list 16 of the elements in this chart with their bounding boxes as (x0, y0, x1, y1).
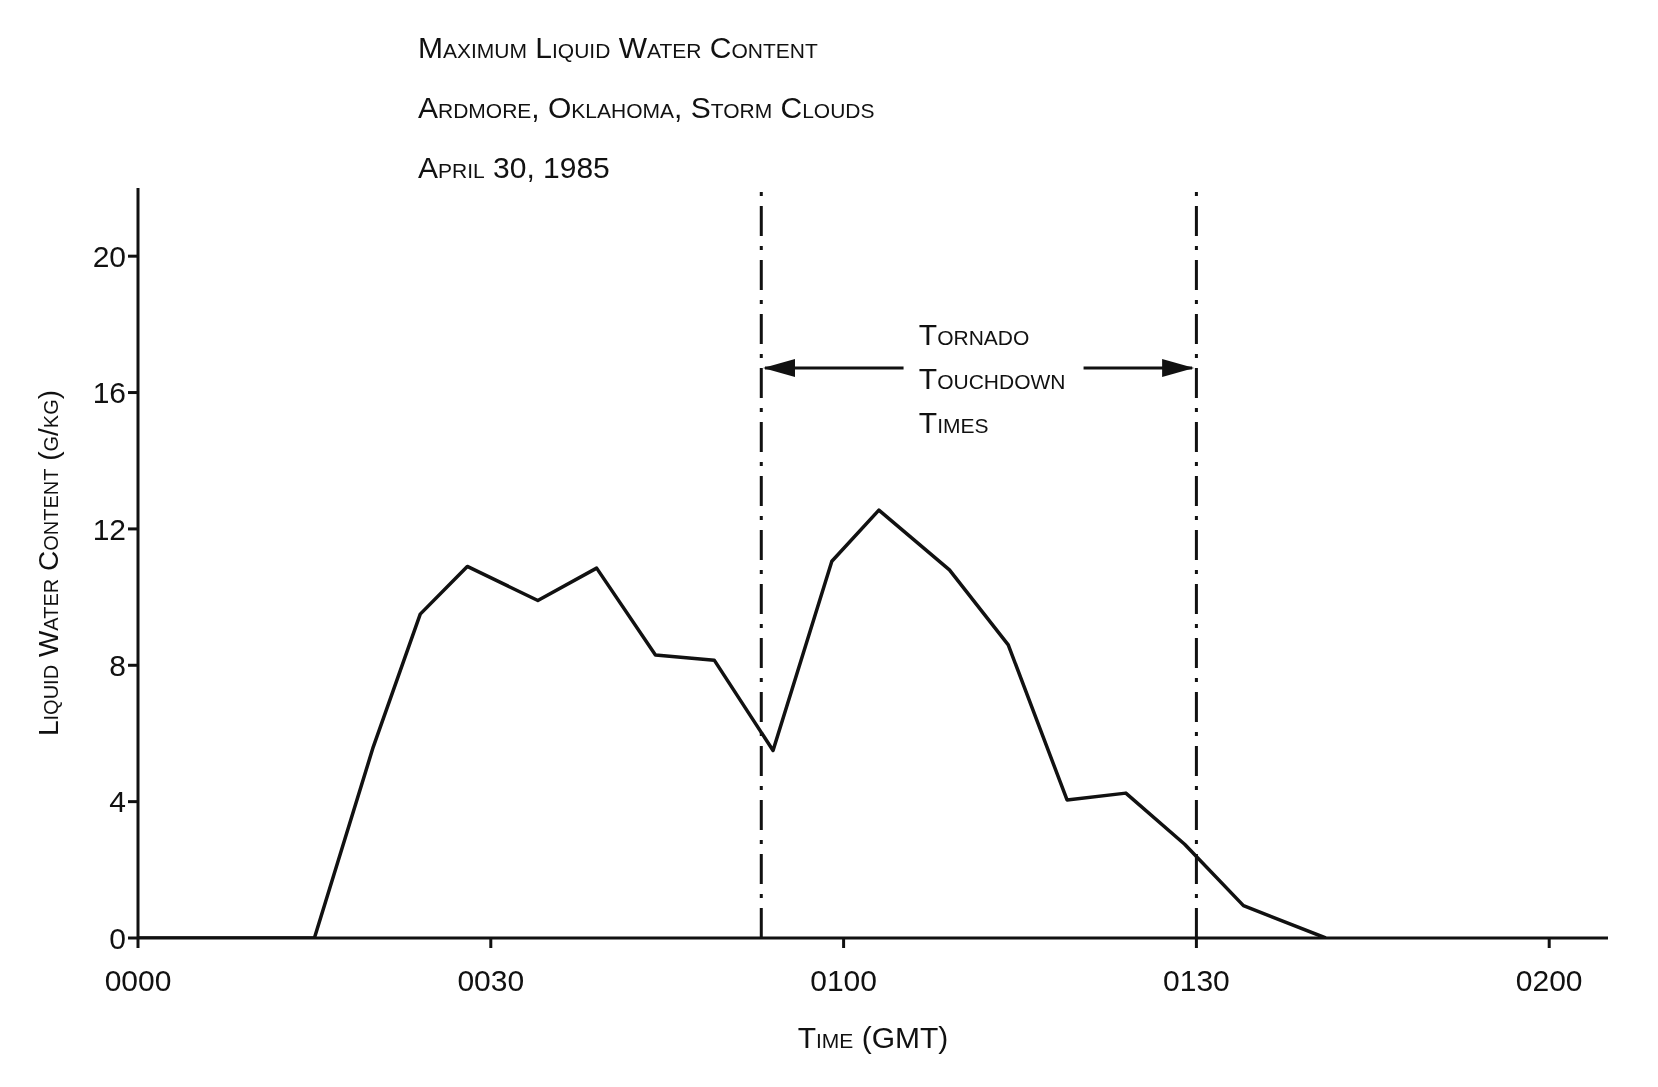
y-tick-label: 4 (109, 785, 126, 819)
y-axis-title: Liquid Water Content (g/kg) (32, 389, 64, 737)
x-axis-title: Time (GMT) (797, 1021, 949, 1054)
x-tick-label: 0100 (810, 964, 877, 998)
y-tick-label: 8 (109, 648, 126, 682)
chart-subtitle: Ardmore, Oklahoma, Storm Clouds April 30, 1985 (418, 90, 875, 186)
annotation: Tornado Touchdown Times (918, 317, 1066, 441)
y-tick-label: 12 (92, 512, 126, 546)
x-tick-label: 0000 (104, 964, 172, 998)
y-tick-label: 0 (109, 921, 126, 955)
y-tick-label: 16 (92, 376, 126, 410)
x-tick-label: 0030 (457, 964, 525, 998)
x-tick-label: 0200 (1515, 964, 1583, 998)
chart-title: Maximum Liquid Water Content (418, 30, 819, 66)
y-tick-label: 20 (92, 239, 126, 273)
x-tick-label: 0130 (1163, 964, 1230, 998)
